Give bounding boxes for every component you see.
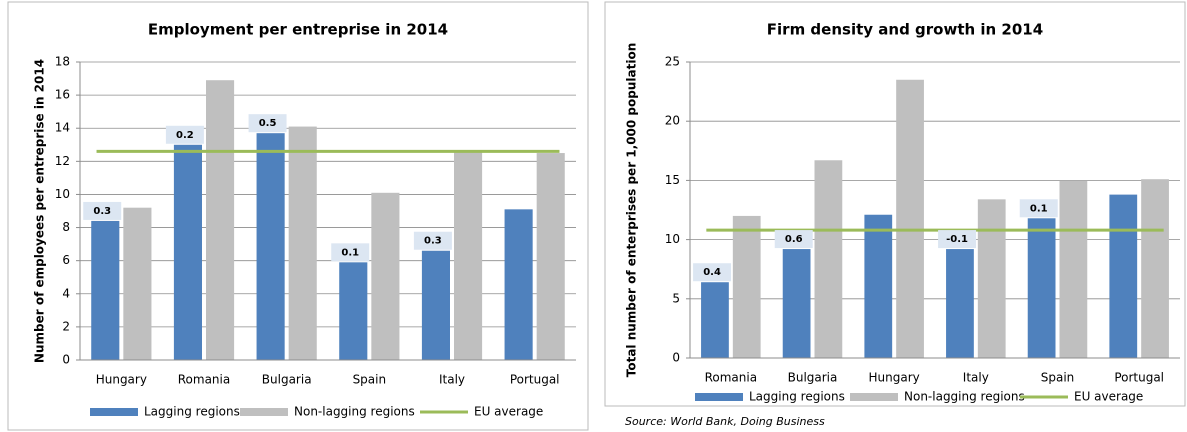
bar	[896, 79, 924, 358]
annotation-label: 0.2	[176, 130, 194, 141]
annotation-label: 0.6	[785, 234, 803, 245]
y-tick-label: 18	[55, 55, 70, 69]
x-tick-label: Spain	[1041, 371, 1075, 385]
bar	[977, 199, 1006, 358]
x-tick-label: Portugal	[1114, 371, 1164, 385]
annotation-label: 0.3	[424, 236, 442, 247]
annotation-box	[248, 114, 287, 133]
annotation-box	[83, 201, 122, 220]
annotation-box	[165, 125, 204, 144]
y-tick-label: 10	[55, 187, 70, 201]
y-tick-label: 20	[665, 114, 680, 128]
panel-border	[604, 1, 1186, 407]
legend-swatch	[240, 408, 288, 416]
x-tick-label: Spain	[353, 373, 387, 387]
y-tick-label: 10	[665, 232, 680, 246]
x-tick-label: Portugal	[510, 373, 560, 387]
annotation-box	[331, 243, 370, 262]
y-tick-label: 0	[672, 351, 680, 365]
annotation-label: 0.3	[93, 206, 111, 217]
source-note: Source: World Bank, Doing Business	[625, 415, 825, 428]
bar	[288, 126, 317, 360]
legend-label: EU average	[474, 405, 543, 419]
bar	[504, 209, 533, 360]
bar	[454, 151, 483, 360]
annotation-box	[1019, 199, 1058, 218]
x-tick-label: Bulgaria	[788, 371, 838, 385]
annotation-box	[413, 231, 452, 250]
bar	[814, 160, 843, 358]
chart-title: Firm density and growth in 2014	[767, 21, 1043, 39]
y-axis-label: Number of employees per entreprise in 20…	[33, 59, 47, 363]
bar	[1059, 180, 1088, 358]
bar	[173, 144, 202, 360]
y-tick-label: 5	[672, 291, 680, 305]
bar	[782, 249, 811, 358]
bar	[1027, 218, 1056, 358]
legend-label: Non-lagging regions	[294, 405, 415, 419]
bar	[91, 220, 120, 360]
bar	[864, 214, 893, 358]
annotation-box	[693, 263, 732, 282]
y-tick-label: 8	[62, 220, 70, 234]
bar	[206, 80, 235, 360]
legend-label: Lagging regions	[749, 390, 845, 404]
x-tick-label: Bulgaria	[262, 373, 312, 387]
bar	[1141, 179, 1169, 358]
bar	[1109, 194, 1138, 358]
y-axis-label: Total number of enterprises per 1,000 po…	[625, 43, 639, 378]
panel-border	[7, 1, 589, 431]
bar	[339, 262, 368, 360]
annotation-label: 0.1	[1030, 203, 1048, 214]
bar	[732, 215, 761, 358]
bar	[701, 282, 729, 358]
legend-label: Lagging regions	[144, 405, 240, 419]
legend-label: Non-lagging regions	[904, 390, 1025, 404]
bar	[256, 133, 285, 360]
y-tick-label: 12	[55, 154, 70, 168]
legend-swatch	[695, 393, 743, 401]
y-tick-label: 16	[55, 88, 70, 102]
chart-title: Employment per entreprise in 2014	[148, 21, 448, 39]
bar	[421, 250, 450, 360]
bar	[371, 192, 400, 360]
legend-swatch	[90, 408, 138, 416]
y-tick-label: 25	[665, 55, 680, 69]
annotation-label: 0.4	[703, 267, 721, 278]
annotation-box	[774, 230, 813, 249]
annotation-label: 0.5	[259, 118, 277, 129]
y-tick-label: 14	[55, 121, 70, 135]
legend-swatch	[850, 393, 898, 401]
bar	[946, 249, 974, 358]
annotation-label: -0.1	[946, 234, 968, 245]
legend-label: EU average	[1074, 390, 1143, 404]
x-tick-label: Hungary	[869, 371, 920, 385]
bar	[536, 153, 565, 360]
y-tick-label: 0	[62, 353, 70, 367]
x-tick-label: Italy	[963, 371, 989, 385]
y-tick-label: 15	[665, 173, 680, 187]
y-tick-label: 6	[62, 253, 70, 267]
y-tick-label: 2	[62, 319, 70, 333]
x-tick-label: Hungary	[96, 373, 147, 387]
x-tick-label: Italy	[439, 373, 465, 387]
annotation-box	[938, 230, 977, 249]
bar	[123, 207, 152, 360]
x-tick-label: Romania	[178, 373, 230, 387]
annotation-label: 0.1	[341, 247, 359, 258]
x-tick-label: Romania	[705, 371, 757, 385]
y-tick-label: 4	[62, 286, 70, 300]
